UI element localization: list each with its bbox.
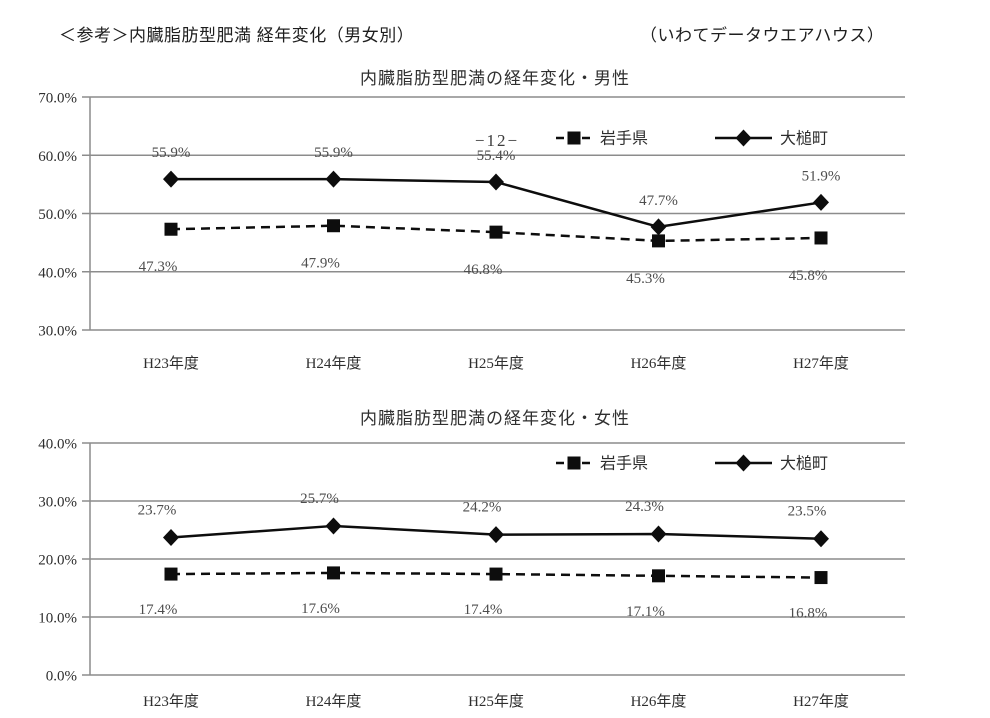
x-tick-label: H23年度	[143, 693, 199, 710]
data-label: 24.2%	[463, 500, 502, 516]
data-point-square	[164, 567, 178, 581]
data-point-square	[164, 222, 178, 236]
data-point-diamond	[813, 530, 829, 548]
y-tick-label: 60.0%	[38, 149, 77, 165]
y-tick-label: 10.0%	[38, 611, 77, 627]
data-point-diamond	[488, 526, 504, 544]
x-tick-label: H25年度	[468, 355, 524, 372]
data-label: 17.4%	[464, 602, 503, 618]
data-label: 47.7%	[639, 193, 678, 209]
data-label: 16.8%	[789, 606, 828, 622]
y-tick-label: 0.0%	[46, 669, 77, 685]
data-point-square	[652, 569, 665, 583]
legend-label: 岩手県	[600, 130, 648, 148]
data-label: 23.5%	[788, 504, 827, 520]
data-label: 45.8%	[789, 268, 828, 284]
page-title: ＜参考＞内臓脂肪型肥満 経年変化（男女別）	[59, 26, 415, 45]
series-line-square	[170, 571, 822, 579]
data-label: 46.8%	[464, 262, 503, 278]
data-label: 45.3%	[626, 271, 665, 287]
data-source-label: （いわてデータウエアハウス）	[640, 26, 885, 45]
y-tick-label: 30.0%	[38, 495, 77, 511]
data-point-diamond	[163, 170, 179, 188]
data-label: 23.7%	[138, 503, 177, 519]
x-tick-label: H25年度	[468, 693, 524, 710]
data-label: 51.9%	[802, 168, 841, 184]
data-label: 24.3%	[625, 499, 664, 515]
x-tick-label: H26年度	[631, 693, 687, 710]
chart-title-male: 内臓脂肪型肥満の経年変化・男性	[360, 69, 630, 88]
legend-diamond-marker	[735, 129, 752, 147]
data-point-square	[652, 234, 665, 248]
legend-square-marker	[567, 131, 581, 145]
y-tick-label: 40.0%	[38, 437, 77, 453]
data-label: 17.4%	[139, 602, 178, 618]
data-label: 55.4%	[477, 148, 516, 164]
data-label: 55.9%	[152, 145, 191, 161]
x-tick-label: H27年度	[793, 693, 849, 710]
data-point-diamond	[813, 193, 829, 211]
data-point-diamond	[325, 170, 342, 188]
data-label: 17.6%	[301, 601, 340, 617]
data-point-square	[489, 225, 503, 239]
x-tick-label: H23年度	[143, 355, 199, 372]
y-tick-label: 50.0%	[38, 207, 77, 223]
y-tick-label: 70.0%	[38, 91, 77, 107]
legend-label: 大槌町	[780, 455, 828, 473]
legend-diamond-marker	[735, 454, 752, 472]
data-label: 55.9%	[314, 145, 353, 161]
x-tick-label: H27年度	[793, 355, 849, 372]
data-label: 47.3%	[139, 259, 178, 275]
female-line-chart: 40.0% 30.0% 20.0% 10.0% 0.0% H23年度 H24年度 H25年度 H…	[38, 437, 905, 710]
x-tick-label: H24年度	[306, 693, 362, 710]
y-tick-label: 20.0%	[38, 553, 77, 569]
data-point-diamond	[650, 218, 667, 236]
page-number: −12−	[474, 131, 520, 150]
data-label: 25.7%	[300, 491, 339, 507]
data-point-diamond	[650, 525, 667, 543]
male-line-chart: 70.0% 60.0% 50.0% 40.0% 30.0% H23年度 H24年度 H25年度…	[38, 91, 905, 372]
data-point-diamond	[488, 173, 504, 191]
data-point-square	[327, 566, 340, 580]
data-point-square	[814, 231, 828, 245]
legend-label: 大槌町	[780, 130, 828, 148]
legend-square-marker	[567, 456, 581, 470]
y-tick-label: 30.0%	[38, 324, 77, 340]
data-label: 47.9%	[301, 256, 340, 272]
data-point-diamond	[325, 517, 342, 535]
data-point-square	[327, 219, 340, 233]
data-point-diamond	[163, 529, 179, 547]
series-line-square	[170, 224, 822, 243]
data-point-square	[489, 567, 503, 581]
x-tick-label: H26年度	[631, 355, 687, 372]
data-point-square	[814, 571, 828, 585]
y-tick-label: 40.0%	[38, 265, 77, 281]
legend-label: 岩手県	[600, 455, 648, 473]
x-tick-label: H24年度	[306, 355, 362, 372]
data-label: 17.1%	[626, 604, 665, 620]
chart-title-female: 内臓脂肪型肥満の経年変化・女性	[360, 409, 630, 428]
